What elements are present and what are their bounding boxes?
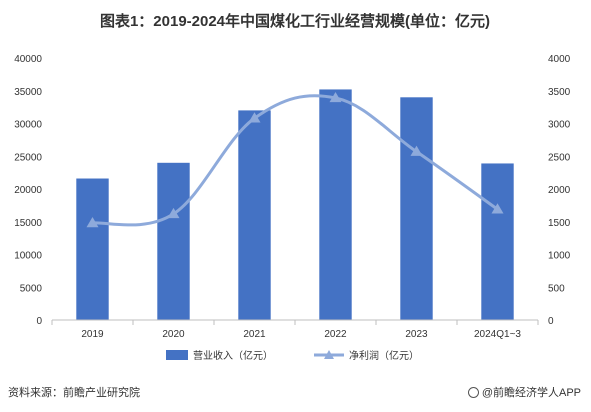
left-tick-label: 0 [36,316,42,327]
brand-credit: @前瞻经济学人APP [467,384,581,400]
revenue-bars [76,89,514,321]
legend-swatch-revenue [166,350,188,360]
x-tick-label: 2023 [405,329,428,340]
net-profit-point [491,203,504,214]
chart-title: 图表1：2019-2024年中国煤化工行业经营规模(单位：亿元) [100,12,490,30]
x-tick-label: 2021 [243,329,266,340]
net-profit-curve [91,94,499,227]
left-tick-label: 10000 [14,251,42,262]
x-tick-label: 2019 [81,329,104,340]
right-tick-label: 1000 [548,251,571,262]
right-tick-label: 3500 [548,87,571,98]
left-tick-label: 40000 [14,54,42,65]
net-profit-point [248,112,261,123]
revenue-bar [481,163,514,320]
brand-credit-text: @前瞻经济学人APP [481,387,581,399]
revenue-bar [400,97,433,320]
revenue-bar [76,178,109,320]
net-profit-point [410,145,423,156]
right-tick-label: 500 [548,283,565,294]
left-tick-label: 25000 [14,152,42,163]
left-tick-label: 15000 [14,218,42,229]
legend: 营业收入（亿元） 净利润（亿元） [166,349,419,362]
left-tick-label: 5000 [20,283,43,294]
legend-label-profit: 净利润（亿元） [349,349,419,362]
net-profit-point [86,217,99,228]
left-tick-label: 30000 [14,120,42,131]
net-profit-point [329,91,342,103]
revenue-bar [238,110,271,321]
legend-label-revenue: 营业收入（亿元） [193,349,273,362]
revenue-bar [157,162,190,320]
right-tick-label: 2000 [548,185,571,196]
x-tick-label: 2020 [162,329,185,340]
right-tick-label: 1500 [548,218,571,229]
x-tick-label: 2024Q1~3 [474,329,521,340]
x-axis: 2019 2020 2021 2022 2023 2024Q1~3 [51,319,539,340]
left-axis: 0 5000 10000 15000 20000 25000 30000 35000 40000 [14,54,42,327]
right-tick-label: 2500 [548,152,571,163]
source-note: 资料来源：前瞻产业研究院 [8,387,140,399]
legend-swatch-profit-marker [324,350,334,359]
x-tick-label: 2022 [324,329,347,340]
net-profit-point [167,207,180,219]
right-tick-label: 0 [548,316,554,327]
right-tick-label: 4000 [548,54,571,65]
left-tick-label: 35000 [14,87,42,98]
brand-logo-icon [467,387,479,398]
net-profit-line [86,91,504,228]
right-tick-label: 3000 [548,120,571,131]
revenue-bar [319,89,352,320]
right-axis: 0 500 1000 1500 2000 2500 3000 3500 4000 [548,54,571,327]
left-tick-label: 20000 [14,185,42,196]
